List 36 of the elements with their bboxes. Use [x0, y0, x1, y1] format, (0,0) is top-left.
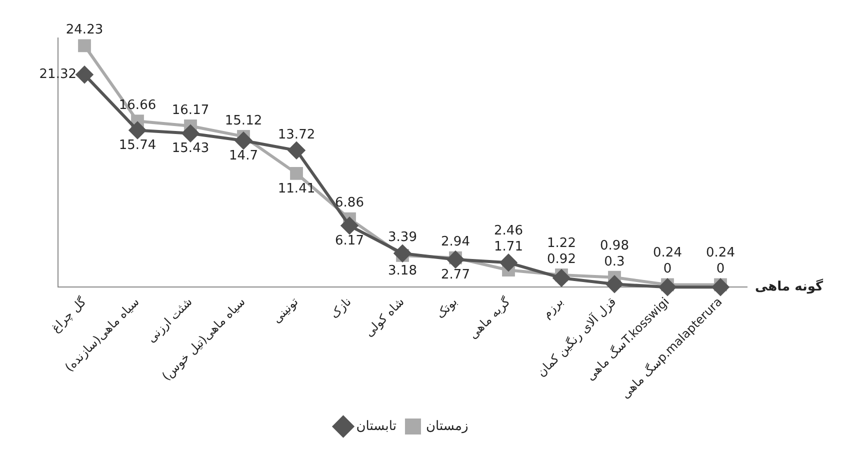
x-tick-label: نازک [327, 294, 354, 322]
x-axis-title: گونه ماهی [755, 278, 824, 295]
data-label: 0.92 [547, 252, 576, 267]
data-label: 3.18 [388, 263, 417, 278]
data-label: 14.7 [229, 148, 258, 164]
data-label: 0.24 [653, 246, 682, 261]
data-label: 0 [716, 262, 725, 277]
data-label: 16.66 [118, 98, 156, 113]
legend-label: تابستان [356, 418, 397, 434]
x-tick-label: تونینی [270, 294, 301, 326]
data-label: 2.94 [441, 234, 470, 250]
data-label: 16.17 [172, 102, 210, 118]
data-label: 2.77 [441, 267, 470, 282]
x-tick-label: شثت ارزنی [144, 294, 195, 346]
data-label: 6.86 [335, 196, 364, 211]
data-label: 2.46 [494, 224, 523, 239]
data-label: 21.32 [39, 67, 76, 82]
x-tick-label: برزم [540, 294, 566, 321]
data-label: 6.17 [335, 234, 364, 249]
data-label: 13.72 [278, 127, 316, 142]
data-label: 0.98 [600, 238, 629, 254]
x-tick-label: بوتک [433, 294, 460, 322]
data-label: 24.23 [66, 22, 104, 38]
legend-label: زمستان [426, 418, 468, 434]
data-label: 1.71 [494, 240, 523, 255]
data-label: 1.22 [547, 236, 576, 251]
data-label: 3.39 [388, 230, 417, 246]
data-label: 15.12 [224, 113, 262, 128]
x-tick-label: گربه ماهی [466, 294, 514, 342]
data-label: 0.24 [706, 246, 735, 261]
data-label: 15.74 [118, 138, 156, 154]
x-tick-label: شاه کولی [362, 294, 407, 340]
data-label: 15.43 [172, 141, 210, 156]
data-label: 0.3 [604, 254, 625, 270]
data-label: 0 [663, 262, 672, 277]
data-label: 11.41 [278, 181, 316, 196]
